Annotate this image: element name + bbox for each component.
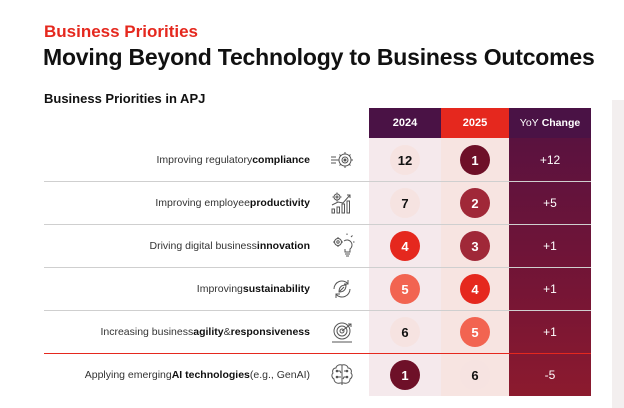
priority-label-emphasis: agility (193, 325, 224, 338)
priority-label: Driving digital business innovation (150, 224, 310, 267)
gear-growth-chart-icon (329, 190, 355, 216)
priority-label: Applying emerging AI technologies (e.g.,… (85, 353, 310, 396)
rank-2025-badge: 4 (460, 274, 490, 304)
yoy-change-value: +5 (543, 195, 557, 210)
priority-label: Improving employee productivity (155, 181, 310, 224)
rank-2025-badge: 3 (460, 231, 490, 261)
priority-label-text: Improving regulatory (156, 153, 253, 166)
row-divider (44, 353, 591, 354)
priority-label-text: (e.g., GenAI) (249, 368, 310, 381)
ai-brain-icon (329, 362, 355, 388)
column-header-yoy-change: YoY Change (509, 108, 591, 138)
rank-2025-badge: 5 (460, 317, 490, 347)
row-divider (44, 267, 591, 268)
priority-label: Improving regulatory compliance (157, 138, 311, 181)
rank-2024-badge: 4 (390, 231, 420, 261)
rank-2024-badge: 6 (390, 317, 420, 347)
rank-2024-badge: 5 (390, 274, 420, 304)
priority-label-text: & (223, 325, 231, 338)
table-row: Improving regulatory compliance 12 1 +12 (0, 138, 624, 181)
rank-2024-badge: 1 (390, 360, 420, 390)
gear-target-icon (329, 147, 355, 173)
table-row: Improving sustainability 5 4 +1 (0, 267, 624, 310)
yoy-change-value: +1 (543, 281, 557, 296)
rank-2025-badge: 2 (460, 188, 490, 218)
rank-2025-badge: 1 (460, 145, 490, 175)
table-row: Driving digital business innovation 4 3 +1 (0, 224, 624, 267)
page-title: Moving Beyond Technology to Business Out… (43, 44, 595, 70)
rank-2025-badge: 6 (460, 360, 490, 390)
agility-target-icon (329, 319, 355, 345)
priority-label-text: Improving (196, 282, 243, 295)
table-row: Improving employee productivity 7 2 +5 (0, 181, 624, 224)
section-kicker: Business Priorities (44, 22, 199, 41)
priority-label: Improving sustainability (197, 267, 310, 310)
priority-label-text: Improving employee (155, 196, 250, 209)
side-panel-edge (612, 100, 624, 408)
sustainability-cycle-icon (329, 276, 355, 302)
priority-label: Increasing business agility & responsive… (100, 310, 310, 353)
priority-label-emphasis: innovation (256, 239, 310, 252)
table-subtitle: Business Priorities in APJ (44, 91, 206, 106)
row-divider (44, 310, 591, 311)
row-divider (44, 224, 591, 225)
row-divider (44, 181, 591, 182)
rank-2024-badge: 7 (390, 188, 420, 218)
priority-label-text: Applying emerging (84, 368, 172, 381)
yoy-prefix: YoY (519, 117, 539, 129)
priority-label-emphasis: sustainability (242, 282, 310, 295)
yoy-change-value: +1 (543, 324, 557, 339)
yoy-change-value: +1 (543, 238, 557, 253)
yoy-change-value: +12 (539, 152, 561, 167)
table-row: Increasing business agility & responsive… (0, 310, 624, 353)
column-header-2025: 2025 (441, 108, 509, 138)
table-row: Applying emerging AI technologies (e.g.,… (0, 353, 624, 396)
priority-label-emphasis: productivity (249, 196, 310, 209)
priority-label-emphasis: AI technologies (171, 368, 250, 381)
priority-label-emphasis: compliance (252, 153, 310, 166)
yoy-change-value: -5 (544, 367, 556, 382)
priority-label-text: Driving digital business (149, 239, 257, 252)
priority-label-emphasis: responsiveness (230, 325, 310, 338)
lightbulb-gears-icon (329, 233, 355, 259)
column-header-2024: 2024 (369, 108, 441, 138)
priority-label-text: Increasing business (100, 325, 194, 338)
yoy-bold: Change (541, 117, 581, 129)
rank-2024-badge: 12 (390, 145, 420, 175)
